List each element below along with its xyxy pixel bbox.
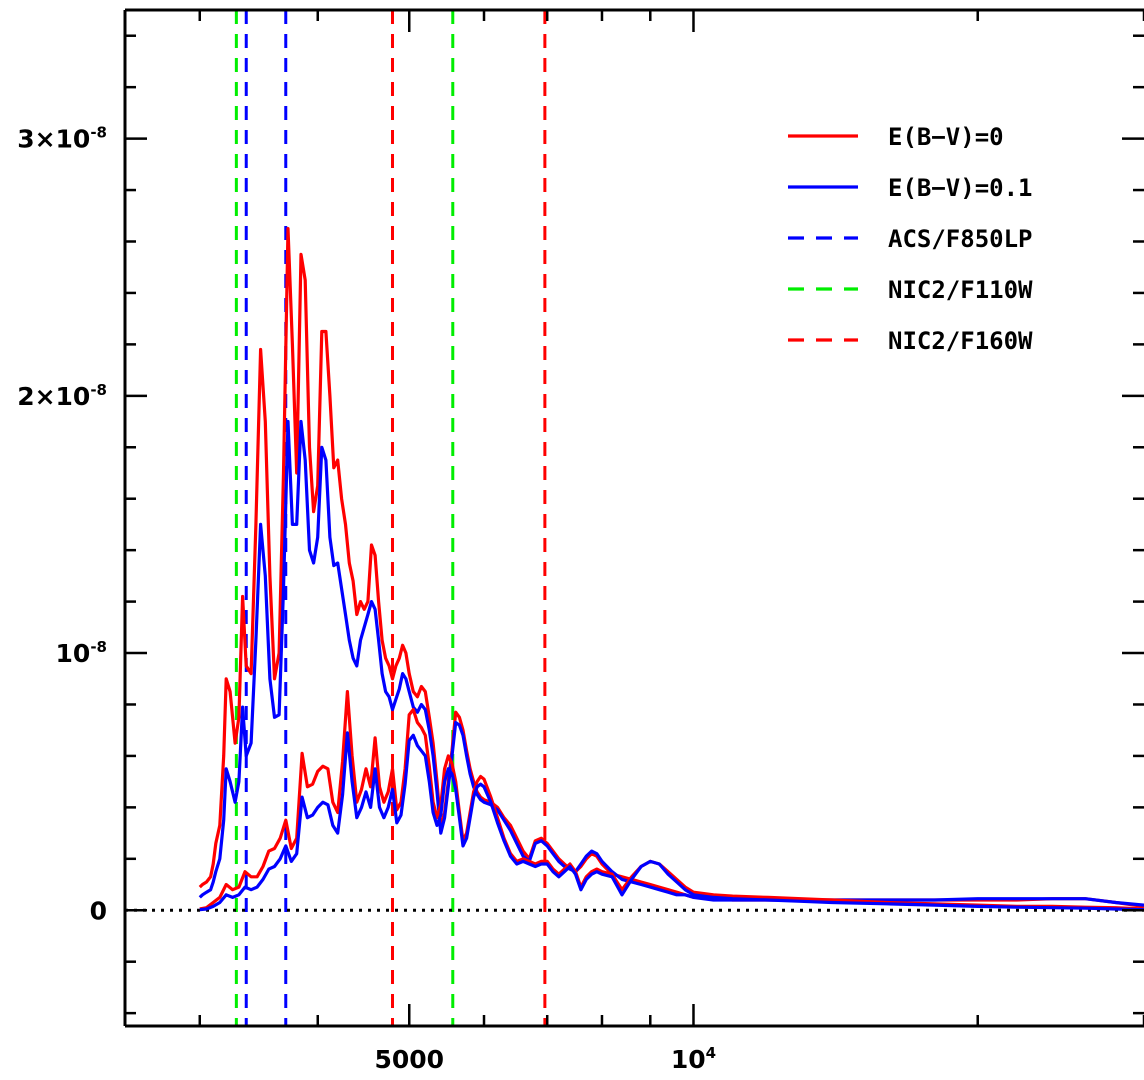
x-tick-label: 104 — [671, 1044, 716, 1074]
y-tick-label: 3×10-8 — [17, 124, 107, 154]
series-line — [198, 419, 1144, 907]
series-line — [199, 731, 1144, 912]
y-tick-label: 10-8 — [56, 638, 107, 668]
series-line — [198, 227, 1144, 908]
legend-label: E(B−V)=0 — [888, 123, 1004, 151]
legend-label: ACS/F850LP — [888, 225, 1033, 253]
x-tick-label: 5000 — [374, 1045, 444, 1074]
legend: E(B−V)=0 E(B−V)=0.1 ACS/F850LP NIC2/F110W NI… — [788, 123, 1033, 355]
y-tick-label: 0 — [90, 896, 107, 925]
tick-labels: 3×10-8 2×10-8 10-8 0 5000 104 — [17, 124, 716, 1074]
legend-label: NIC2/F110W — [888, 276, 1033, 304]
legend-label: NIC2/F160W — [888, 327, 1033, 355]
series-layer — [198, 227, 1144, 912]
legend-label: E(B−V)=0.1 — [888, 174, 1033, 202]
axis-ticks — [125, 10, 1144, 1026]
y-tick-label: 2×10-8 — [17, 381, 107, 411]
plot-frame — [123, 8, 1144, 1028]
